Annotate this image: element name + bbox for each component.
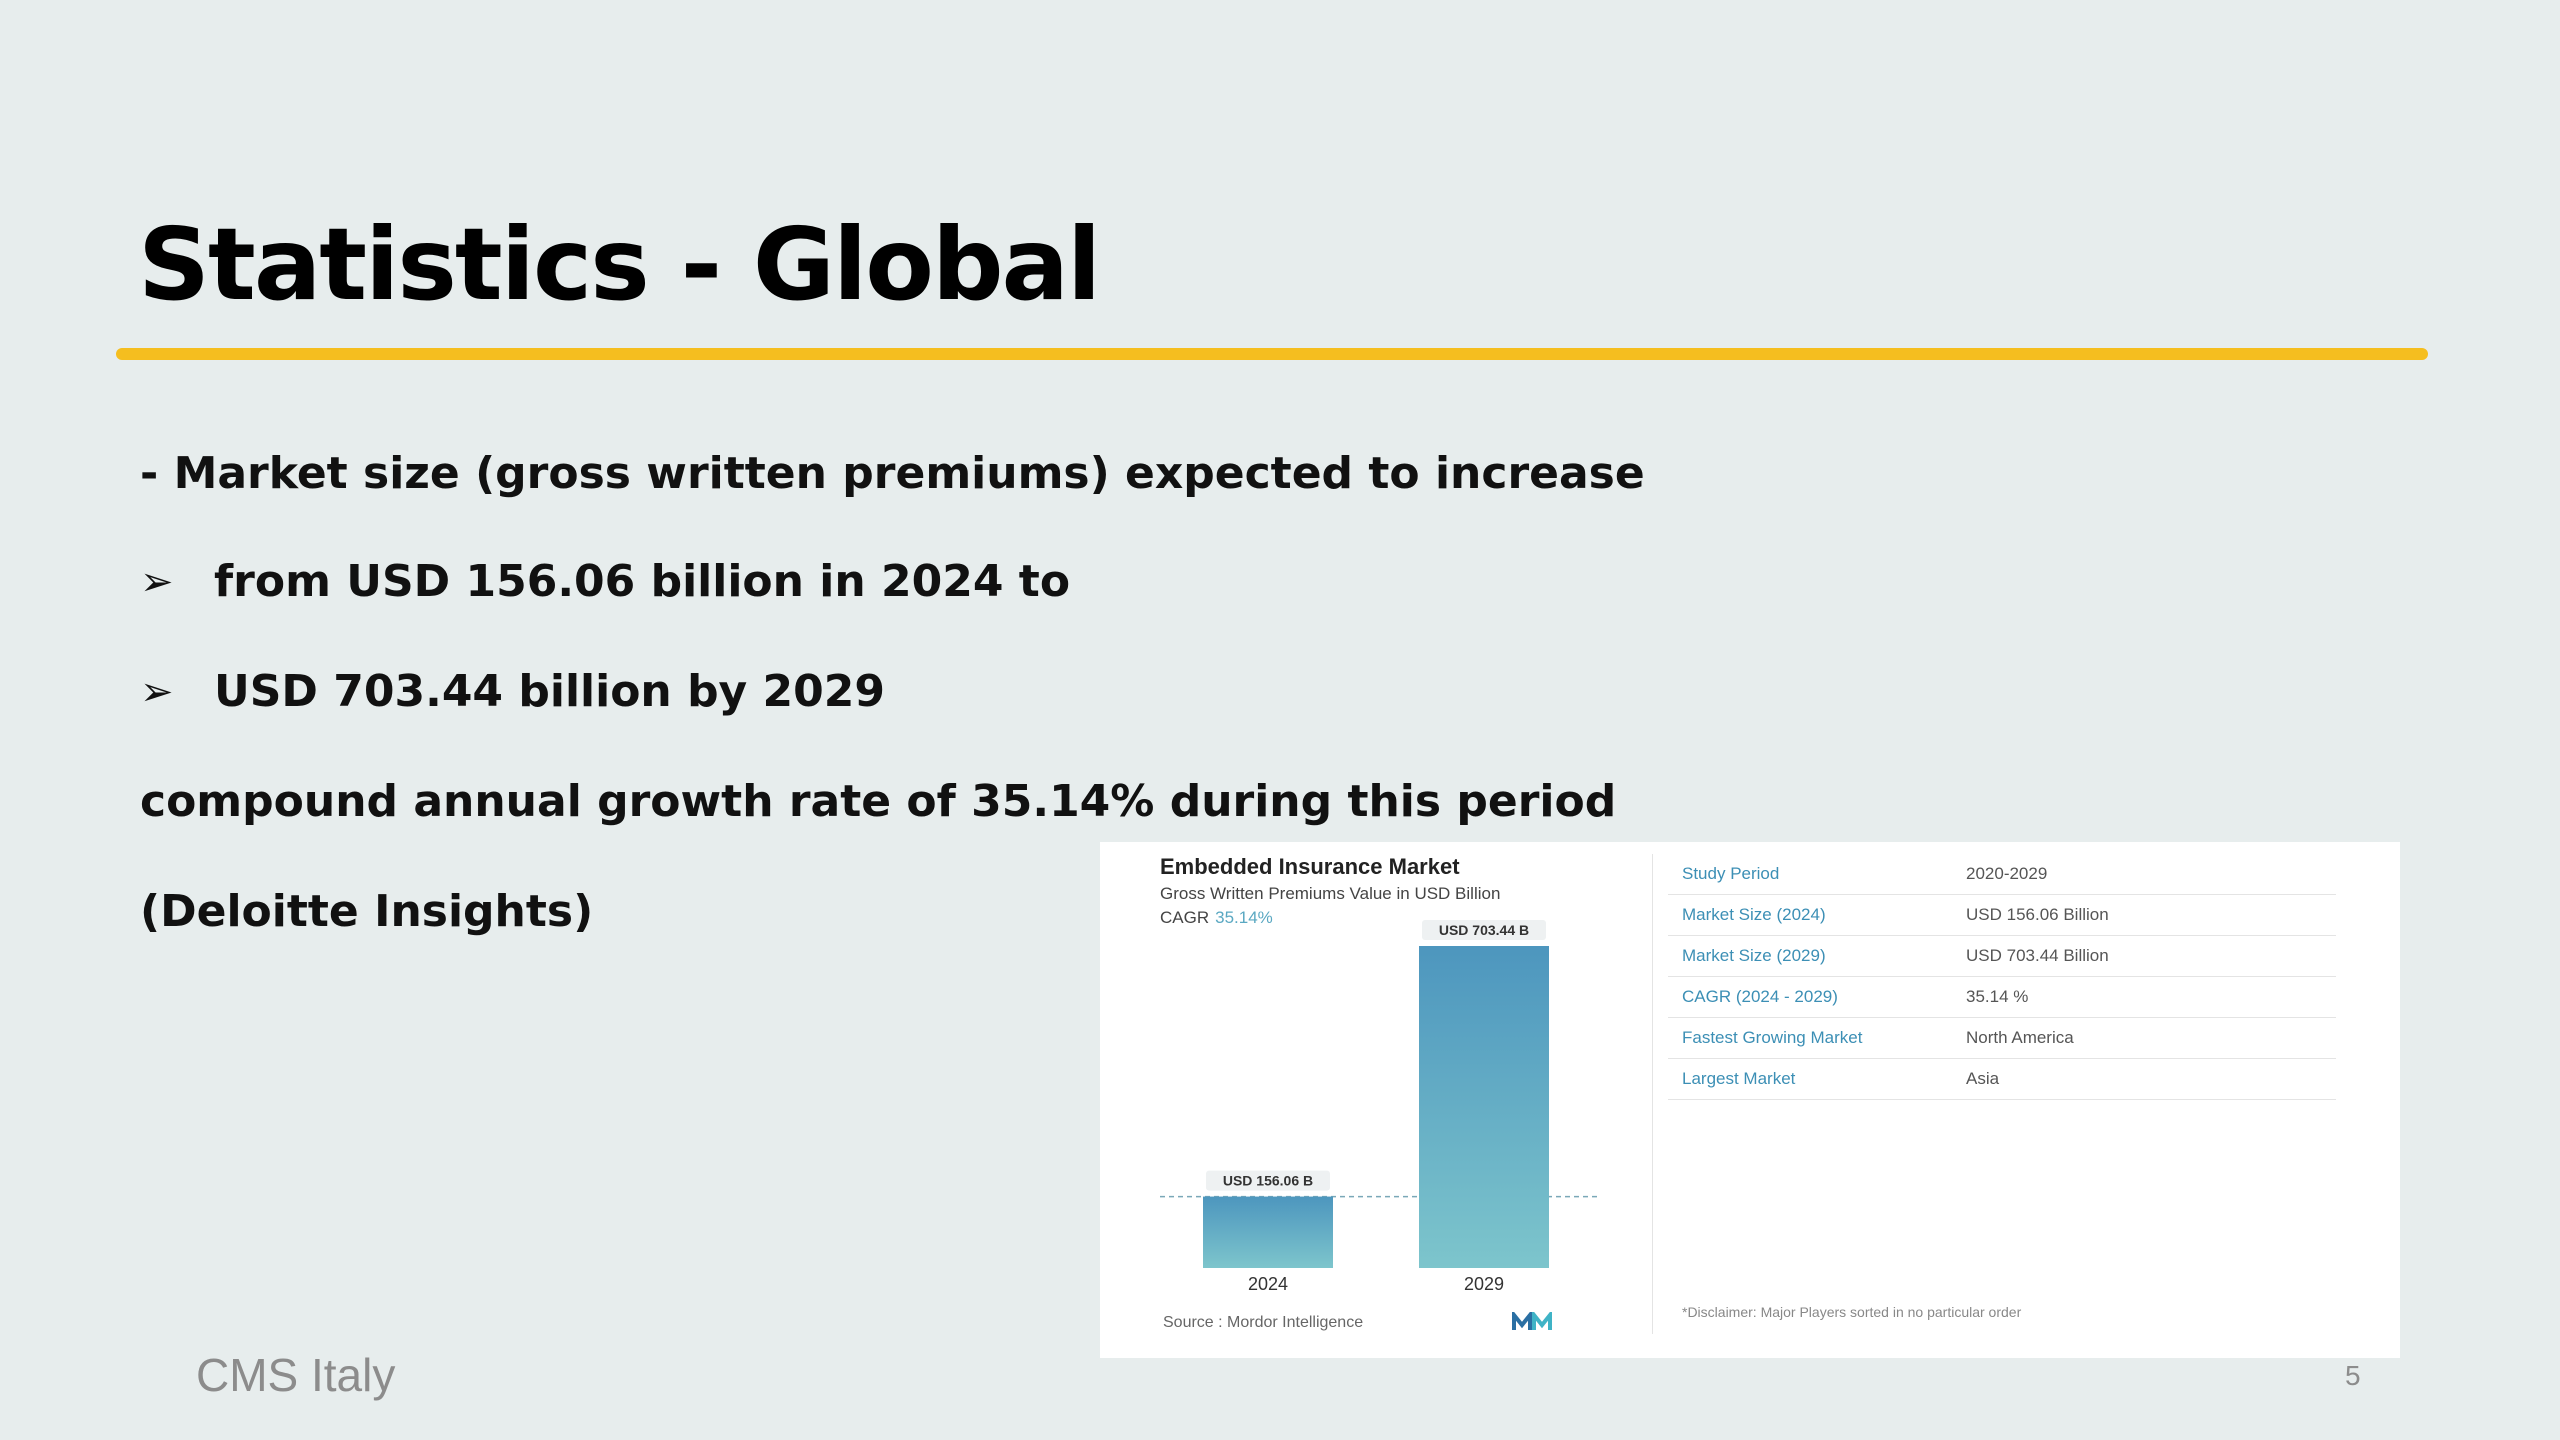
table-cell-label: Market Size (2029) [1682, 946, 1826, 965]
table-row: Fastest Growing Market North America [1668, 1018, 2336, 1059]
market-stats-table: Study Period 2020-2029 Market Size (2024) U… [1668, 854, 2336, 1100]
table-cell-label: Fastest Growing Market [1682, 1028, 1863, 1047]
table-cell-value: North America [1966, 1028, 2074, 1047]
data-label: USD 703.44 B [1439, 922, 1529, 938]
footer-label: CMS Italy [196, 1349, 396, 1401]
slide-title: Statistics - Global [138, 206, 1101, 323]
table-cell-label: Market Size (2024) [1682, 905, 1826, 924]
bar-2024 [1203, 1196, 1333, 1268]
table-row: Study Period 2020-2029 [1668, 854, 2336, 895]
title-underline [116, 348, 2428, 360]
chart-cagr: CAGR 35.14% [1160, 908, 1273, 928]
data-label: USD 156.06 B [1223, 1173, 1313, 1189]
table-cell-label: Largest Market [1682, 1069, 1796, 1088]
data-label-background [1422, 920, 1546, 940]
table-row: Largest Market Asia [1668, 1059, 2336, 1100]
data-label-background [1206, 1170, 1330, 1191]
bullet-text: USD 703.44 billion by 2029 [214, 666, 886, 717]
table-row: Market Size (2029) USD 703.44 Billion [1668, 936, 2336, 977]
bullet-item-2029: ➢ USD 703.44 billion by 2029 [140, 670, 885, 714]
x-tick-label: 2029 [1464, 1274, 1504, 1294]
source-line: (Deloitte Insights) [140, 886, 594, 937]
table-row: Market Size (2024) USD 156.06 Billion [1668, 895, 2336, 936]
cagr-value: 35.14% [1215, 908, 1273, 927]
page-number: 5 [2345, 1360, 2361, 1391]
bullet-text: from USD 156.06 billion in 2024 to [214, 556, 1071, 607]
chart-title: Embedded Insurance Market [1160, 854, 1460, 879]
embedded-market-image: Embedded Insurance Market Gross Written … [1100, 842, 2400, 1358]
table-cell-value: USD 156.06 Billion [1966, 905, 2109, 924]
cagr-label: CAGR [1160, 908, 1210, 927]
chart-subtitle: Gross Written Premiums Value in USD Bill… [1160, 884, 1501, 903]
table-cell-label: CAGR (2024 - 2029) [1682, 987, 1838, 1006]
bar-2029 [1419, 946, 1549, 1268]
arrow-bullet-icon: ➢ [140, 559, 174, 605]
chart-source: Source : Mordor Intelligence [1163, 1314, 1364, 1331]
cagr-line: compound annual growth rate of 35.14% du… [140, 776, 1617, 827]
disclaimer-note: *Disclaimer: Major Players sorted in no … [1682, 1304, 2022, 1320]
table-row: CAGR (2024 - 2029) 35.14 % [1668, 977, 2336, 1018]
bar-chart: USD 156.06 B 2024 USD 703.44 B 2029 [1160, 920, 1598, 1294]
table-cell-value: 2020-2029 [1966, 864, 2048, 883]
mordor-logo-icon [1512, 1312, 1552, 1330]
bullet-item-2024: ➢ from USD 156.06 billion in 2024 to [140, 560, 1070, 604]
table-cell-value: USD 703.44 Billion [1966, 946, 2109, 965]
table-cell-value: Asia [1966, 1069, 2000, 1088]
arrow-bullet-icon: ➢ [140, 669, 174, 715]
market-size-line: - Market size (gross written premiums) e… [140, 448, 1645, 499]
table-cell-value: 35.14 % [1966, 987, 2029, 1006]
table-cell-label: Study Period [1682, 864, 1780, 883]
panel-divider [1652, 854, 1653, 1334]
x-tick-label: 2024 [1248, 1274, 1288, 1294]
